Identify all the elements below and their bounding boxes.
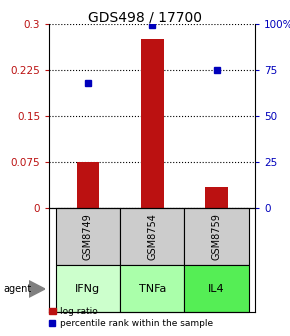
Bar xyxy=(56,265,120,312)
Text: GDS498 / 17700: GDS498 / 17700 xyxy=(88,10,202,24)
Text: IL4: IL4 xyxy=(208,284,225,294)
Bar xyxy=(120,208,184,265)
Bar xyxy=(56,208,120,265)
Polygon shape xyxy=(29,281,45,297)
Legend: log ratio, percentile rank within the sample: log ratio, percentile rank within the sa… xyxy=(45,303,216,332)
Text: GSM8749: GSM8749 xyxy=(83,213,93,260)
Text: IFNg: IFNg xyxy=(75,284,100,294)
Text: agent: agent xyxy=(3,284,31,294)
Bar xyxy=(184,208,249,265)
Text: TNFa: TNFa xyxy=(139,284,166,294)
Bar xyxy=(205,187,228,208)
Text: GSM8754: GSM8754 xyxy=(147,213,157,260)
Bar xyxy=(77,162,99,208)
Bar xyxy=(184,265,249,312)
Bar xyxy=(141,39,164,208)
Text: GSM8759: GSM8759 xyxy=(212,213,222,260)
Bar xyxy=(120,265,184,312)
